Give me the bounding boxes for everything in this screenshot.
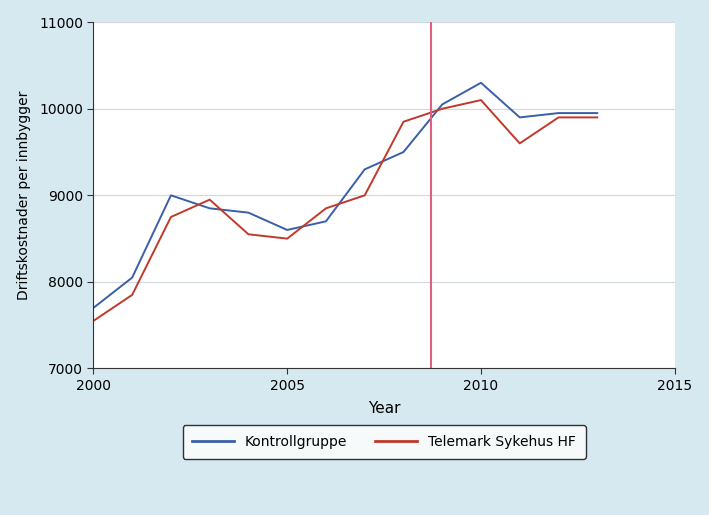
Kontrollgruppe bbox=[89, 305, 98, 311]
Telemark Sykehus HF bbox=[206, 197, 214, 203]
Telemark Sykehus HF bbox=[593, 114, 601, 121]
Telemark Sykehus HF bbox=[399, 118, 408, 125]
Telemark Sykehus HF bbox=[89, 318, 98, 324]
Telemark Sykehus HF bbox=[476, 97, 485, 103]
Kontrollgruppe bbox=[438, 101, 447, 108]
Kontrollgruppe bbox=[206, 205, 214, 211]
Telemark Sykehus HF bbox=[515, 140, 524, 146]
Line: Telemark Sykehus HF: Telemark Sykehus HF bbox=[94, 100, 597, 321]
Telemark Sykehus HF bbox=[167, 214, 175, 220]
Kontrollgruppe bbox=[167, 192, 175, 198]
Telemark Sykehus HF bbox=[128, 292, 136, 298]
Kontrollgruppe bbox=[244, 210, 252, 216]
Y-axis label: Driftskostnader per innbygger: Driftskostnader per innbygger bbox=[17, 91, 30, 300]
Telemark Sykehus HF bbox=[244, 231, 252, 237]
Telemark Sykehus HF bbox=[438, 106, 447, 112]
Kontrollgruppe bbox=[593, 110, 601, 116]
Kontrollgruppe bbox=[515, 114, 524, 121]
Legend: Kontrollgruppe, Telemark Sykehus HF: Kontrollgruppe, Telemark Sykehus HF bbox=[183, 425, 586, 458]
Telemark Sykehus HF bbox=[283, 235, 291, 242]
Kontrollgruppe bbox=[322, 218, 330, 225]
Kontrollgruppe bbox=[554, 110, 563, 116]
Kontrollgruppe bbox=[360, 166, 369, 173]
Kontrollgruppe bbox=[476, 80, 485, 86]
X-axis label: Year: Year bbox=[368, 401, 401, 416]
Telemark Sykehus HF bbox=[554, 114, 563, 121]
Kontrollgruppe bbox=[283, 227, 291, 233]
Kontrollgruppe bbox=[399, 149, 408, 155]
Telemark Sykehus HF bbox=[322, 205, 330, 211]
Kontrollgruppe bbox=[128, 274, 136, 281]
Telemark Sykehus HF bbox=[360, 192, 369, 198]
Line: Kontrollgruppe: Kontrollgruppe bbox=[94, 83, 597, 308]
